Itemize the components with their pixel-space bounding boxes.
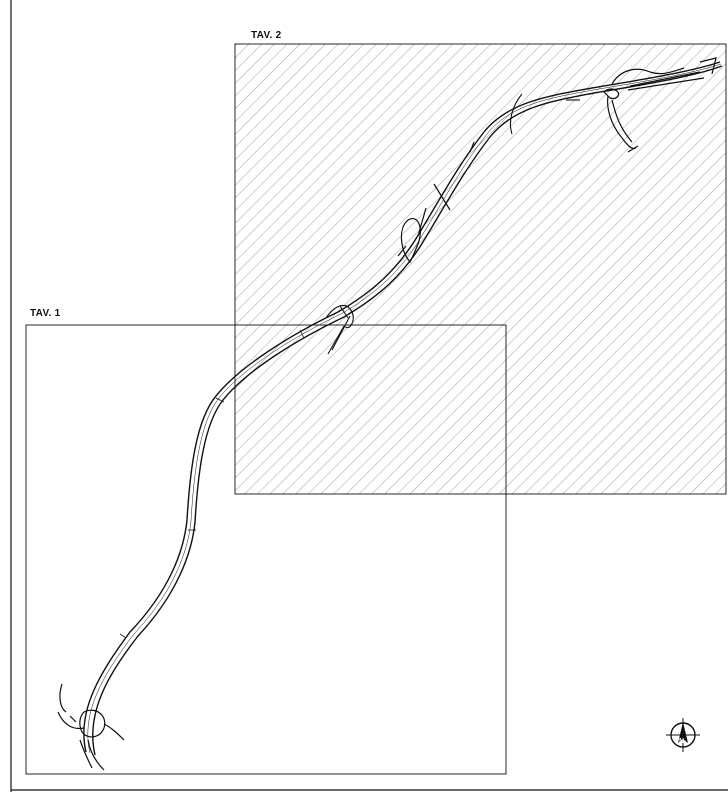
compass-letter: N	[679, 738, 684, 745]
sheet-tav1-label: TAV. 1	[30, 308, 61, 319]
sheet-tav2-label: TAV. 2	[251, 30, 282, 41]
sheet-tav2-frame	[235, 44, 726, 494]
north-arrow-icon	[666, 718, 700, 752]
